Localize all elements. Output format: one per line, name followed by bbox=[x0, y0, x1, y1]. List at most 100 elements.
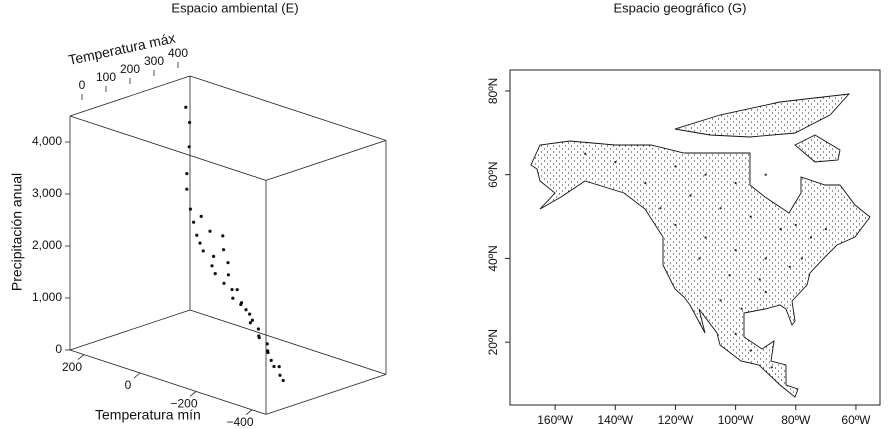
point bbox=[272, 364, 276, 369]
point bbox=[740, 307, 743, 310]
x-tick-label: −200 bbox=[170, 397, 197, 411]
box-edge bbox=[265, 374, 387, 415]
point bbox=[213, 272, 217, 276]
map-frame bbox=[509, 69, 881, 406]
y-tick-label: 200 bbox=[120, 62, 140, 76]
point bbox=[698, 257, 701, 260]
point bbox=[248, 312, 252, 316]
x-tick bbox=[133, 372, 141, 379]
point bbox=[192, 220, 196, 224]
box-edge bbox=[69, 349, 267, 415]
y-tick-label: 400 bbox=[168, 46, 188, 60]
point bbox=[265, 342, 269, 346]
point bbox=[277, 365, 281, 369]
y-tick-label: 300 bbox=[144, 54, 164, 68]
chart-title: Espacio ambiental (E) bbox=[171, 0, 298, 15]
point bbox=[188, 120, 192, 125]
box-edge bbox=[69, 75, 191, 117]
point bbox=[212, 254, 216, 258]
x-tick bbox=[245, 409, 253, 416]
x-tick-label: 140ºW bbox=[597, 413, 633, 427]
x-tick bbox=[189, 391, 197, 397]
point bbox=[749, 349, 752, 352]
point bbox=[659, 207, 662, 210]
box-edge bbox=[69, 115, 267, 181]
point bbox=[250, 318, 254, 322]
point bbox=[278, 373, 282, 377]
point bbox=[674, 165, 677, 168]
point bbox=[728, 274, 731, 277]
box-edge bbox=[265, 140, 387, 181]
land bbox=[530, 93, 871, 398]
point bbox=[240, 301, 244, 305]
point bbox=[764, 290, 767, 294]
point bbox=[644, 181, 647, 185]
point bbox=[770, 366, 773, 369]
point bbox=[184, 105, 188, 109]
point bbox=[779, 228, 782, 231]
point bbox=[230, 287, 234, 292]
point bbox=[221, 234, 225, 238]
point bbox=[266, 349, 270, 353]
z-tick-label: 1,000 bbox=[32, 290, 62, 304]
y-tick-label: 80ºN bbox=[486, 78, 500, 104]
y-tick-label: 60ºN bbox=[486, 161, 500, 187]
point bbox=[226, 273, 230, 277]
y-tick-label: 100 bbox=[96, 70, 116, 84]
point bbox=[764, 257, 767, 260]
x-tick-label: 100ºW bbox=[718, 413, 754, 427]
point bbox=[199, 214, 203, 218]
point bbox=[809, 236, 812, 239]
point bbox=[231, 296, 235, 300]
point bbox=[226, 261, 230, 265]
point bbox=[257, 334, 261, 338]
point bbox=[734, 181, 737, 185]
point bbox=[210, 264, 214, 268]
axis-label: Temperatura mín bbox=[95, 407, 201, 423]
point bbox=[704, 236, 707, 239]
point bbox=[269, 358, 273, 362]
x-tick-label: 200 bbox=[62, 360, 82, 374]
point bbox=[719, 207, 722, 210]
x-tick-label: 160ºW bbox=[537, 413, 573, 427]
point bbox=[674, 223, 677, 227]
chart-title: Espacio geográfico (G) bbox=[614, 0, 747, 15]
x-tick-label: 120ºW bbox=[658, 413, 694, 427]
point bbox=[248, 321, 252, 325]
y-tick-label: 40ºN bbox=[486, 245, 500, 271]
point bbox=[198, 241, 202, 245]
point bbox=[256, 327, 260, 331]
z-tick-label: 0 bbox=[55, 342, 62, 356]
point bbox=[244, 308, 248, 312]
point bbox=[794, 223, 797, 227]
point bbox=[208, 229, 212, 233]
x-tick-label: −400 bbox=[226, 415, 253, 429]
point bbox=[719, 299, 722, 302]
box-edge bbox=[189, 309, 387, 375]
point bbox=[824, 228, 827, 231]
point bbox=[734, 248, 737, 252]
y-tick-label: 0 bbox=[79, 78, 86, 92]
point bbox=[281, 378, 285, 383]
x-tick-label: 60ºW bbox=[841, 413, 871, 427]
point bbox=[187, 145, 191, 149]
x-tick bbox=[77, 354, 85, 360]
z-tick-label: 3,000 bbox=[32, 186, 62, 200]
point bbox=[185, 172, 189, 176]
box-edge bbox=[189, 75, 387, 141]
box-edge bbox=[69, 309, 191, 351]
point bbox=[201, 249, 205, 253]
x-tick-label: 0 bbox=[125, 378, 132, 392]
point bbox=[764, 173, 767, 176]
point bbox=[222, 248, 226, 252]
point bbox=[749, 215, 752, 218]
point bbox=[195, 233, 199, 237]
point bbox=[788, 265, 791, 268]
point bbox=[614, 161, 617, 164]
point bbox=[800, 257, 803, 260]
point bbox=[704, 173, 707, 176]
axis-label: Precipitación anual bbox=[9, 173, 25, 291]
z-tick-label: 4,000 bbox=[32, 134, 62, 148]
y-tick-label: 20ºN bbox=[486, 329, 500, 355]
